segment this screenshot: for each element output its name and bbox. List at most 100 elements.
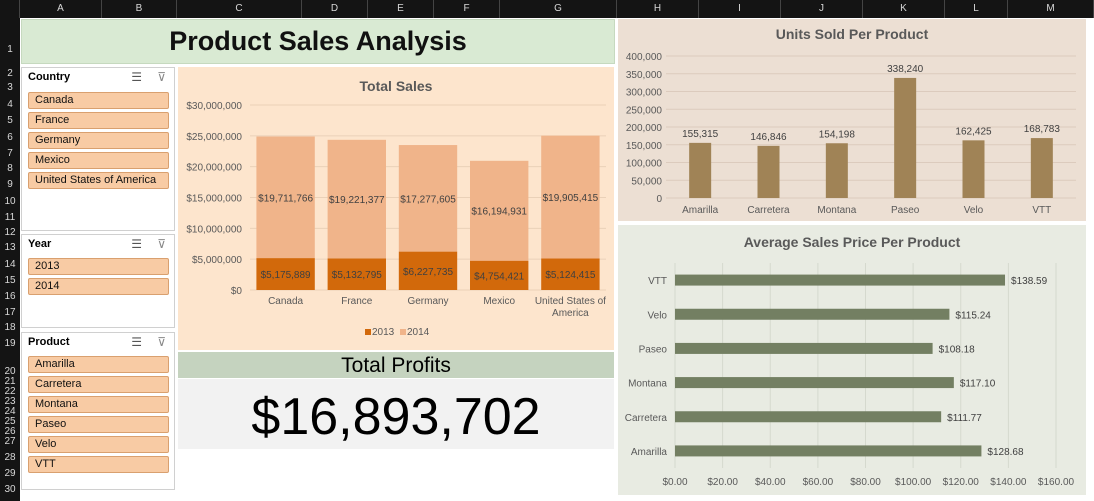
row-header[interactable]: 27 (4, 436, 16, 447)
row-header[interactable]: 5 (7, 115, 13, 126)
row-header[interactable]: 3 (7, 82, 13, 93)
y-tick-label: Montana (628, 379, 667, 390)
row-header[interactable]: 21 (4, 376, 16, 387)
slicer-item-germany[interactable]: Germany (28, 132, 169, 149)
bar (894, 77, 917, 198)
row-header[interactable]: 30 (4, 484, 16, 495)
multi-select-icon[interactable]: ☰ (131, 237, 142, 251)
row-header[interactable]: 8 (7, 163, 13, 174)
data-label: $19,221,377 (329, 195, 385, 206)
row-header[interactable]: 26 (4, 426, 16, 437)
row-header[interactable]: 2 (7, 68, 13, 79)
column-header-e[interactable]: E (368, 0, 434, 18)
column-header-g[interactable]: G (500, 0, 617, 18)
row-header[interactable]: 14 (4, 259, 16, 270)
bar-2014 (398, 145, 458, 252)
row-header[interactable]: 28 (4, 452, 16, 463)
row-header[interactable]: 16 (4, 291, 16, 302)
product-slicer: Product ☰ ⊽ Amarilla Carretera Montana P… (21, 332, 175, 490)
y-tick-label: Velo (648, 310, 668, 321)
x-tick-label: $120.00 (943, 477, 980, 488)
slicer-header: Country (28, 71, 71, 83)
x-tick-label: Paseo (891, 205, 920, 216)
bar (1030, 138, 1053, 198)
avg-price-chart: Average Sales Price Per Product $0.00 $20.… (625, 234, 1075, 488)
column-header-m[interactable]: M (1008, 0, 1094, 18)
column-header-k[interactable]: K (863, 0, 945, 18)
x-tick-label: $80.00 (850, 477, 881, 488)
slicer-item-vtt[interactable]: VTT (28, 456, 169, 473)
row-header[interactable]: 19 (4, 338, 16, 349)
row-header[interactable]: 12 (4, 227, 16, 238)
multi-select-icon[interactable]: ☰ (131, 335, 142, 349)
row-header[interactable]: 1 (7, 44, 13, 55)
data-label: $115.24 (955, 310, 991, 321)
row-header[interactable]: 4 (7, 99, 13, 110)
slicer-item-2013[interactable]: 2013 (28, 258, 169, 275)
row-header[interactable]: 11 (4, 212, 16, 223)
row-header[interactable]: 9 (7, 179, 13, 190)
row-header[interactable]: 24 (4, 406, 16, 417)
y-tick-label: 400,000 (626, 52, 663, 63)
data-label: $5,132,795 (332, 270, 382, 281)
row-header[interactable]: 25 (4, 416, 16, 427)
slicer-item-carretera[interactable]: Carretera (28, 376, 169, 393)
bar (962, 140, 985, 198)
avg-price-chart-panel[interactable]: Average Sales Price Per Product $0.00 $20.… (618, 225, 1086, 495)
x-tick-label: Velo (964, 205, 984, 216)
bar-2013 (470, 260, 529, 290)
x-tick-label: $40.00 (755, 477, 786, 488)
bar (689, 142, 712, 198)
column-header-f[interactable]: F (434, 0, 500, 18)
slicer-item-usa[interactable]: United States of America (28, 172, 169, 189)
row-header[interactable]: 22 (4, 386, 16, 397)
slicer-item-amarilla[interactable]: Amarilla (28, 356, 169, 373)
bar (825, 143, 848, 198)
column-header-l[interactable]: L (945, 0, 1008, 18)
select-all-corner[interactable] (0, 0, 20, 18)
row-header[interactable]: 18 (4, 322, 16, 333)
slicer-item-paseo[interactable]: Paseo (28, 416, 169, 433)
bar (675, 274, 1006, 286)
clear-filter-icon[interactable]: ⊽ (157, 237, 166, 251)
multi-select-icon[interactable]: ☰ (131, 70, 142, 84)
clear-filter-icon[interactable]: ⊽ (157, 70, 166, 84)
bar-2014 (541, 135, 600, 259)
column-header-h[interactable]: H (617, 0, 699, 18)
column-header-j[interactable]: J (781, 0, 863, 18)
legend-swatch-2014 (400, 329, 406, 335)
row-header-bar: 1 2 3 4 5 6 7 8 9 10 11 12 13 14 15 16 1… (0, 18, 20, 501)
row-header[interactable]: 20 (4, 366, 16, 377)
slicer-item-montana[interactable]: Montana (28, 396, 169, 413)
row-header[interactable]: 7 (7, 148, 13, 159)
slicer-item-velo[interactable]: Velo (28, 436, 169, 453)
column-header-a[interactable]: A (20, 0, 102, 18)
units-sold-chart-panel[interactable]: Units Sold Per Product 0 50,000 100,000 150,… (618, 19, 1086, 221)
column-header-c[interactable]: C (177, 0, 302, 18)
data-label: $5,124,415 (545, 270, 595, 281)
data-label: $16,194,931 (471, 207, 527, 218)
row-header[interactable]: 17 (4, 307, 16, 318)
row-header[interactable]: 10 (4, 196, 16, 207)
row-header[interactable]: 6 (7, 132, 13, 143)
slicer-item-france[interactable]: France (28, 112, 169, 129)
y-tick-label: 300,000 (626, 88, 663, 99)
slicer-item-2014[interactable]: 2014 (28, 278, 169, 295)
column-header-i[interactable]: I (699, 0, 781, 18)
slicer-item-mexico[interactable]: Mexico (28, 152, 169, 169)
total-sales-chart-panel[interactable]: Total Sales $0 $5,000,000 $10,000,000 $15,00… (178, 67, 614, 350)
row-header[interactable]: 15 (4, 275, 16, 286)
column-header-b[interactable]: B (102, 0, 177, 18)
slicer-item-canada[interactable]: Canada (28, 92, 169, 109)
y-tick-label: 350,000 (626, 70, 663, 81)
data-label: $138.59 (1011, 276, 1048, 287)
row-header[interactable]: 23 (4, 396, 16, 407)
y-tick-label: 250,000 (626, 105, 663, 116)
row-header[interactable]: 29 (4, 468, 16, 479)
y-tick-label: 100,000 (626, 159, 663, 170)
column-header-d[interactable]: D (302, 0, 368, 18)
data-label: $111.77 (947, 413, 982, 424)
units-sold-chart: Units Sold Per Product 0 50,000 100,000 150,… (626, 26, 1076, 216)
clear-filter-icon[interactable]: ⊽ (157, 335, 166, 349)
row-header[interactable]: 13 (4, 242, 16, 253)
